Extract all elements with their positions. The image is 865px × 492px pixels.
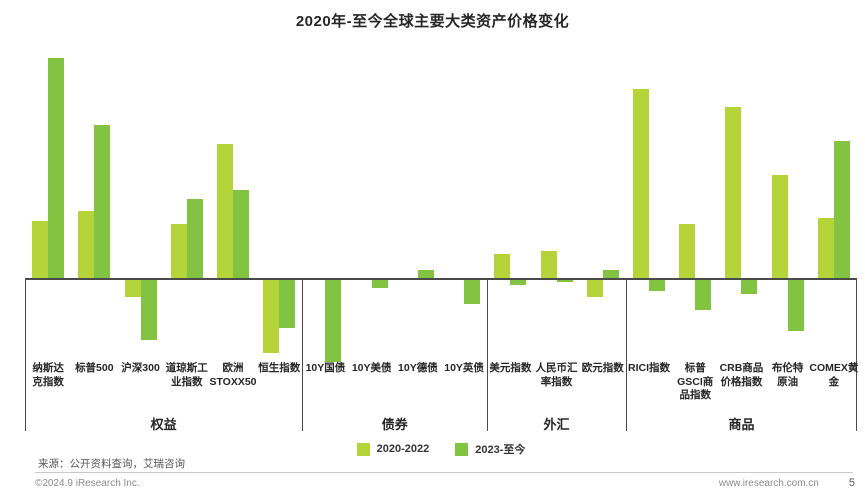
source-note: 来源：公开资料查询，艾瑞咨询 — [38, 458, 185, 470]
category-label-cny-index: 人民币汇 率指数 — [535, 362, 578, 388]
category-label-hang-seng: 恒生指数 — [258, 362, 301, 374]
bar-dow-jones-s1 — [186, 199, 203, 279]
category-crb: CRB商品 价格指数 — [718, 40, 764, 432]
category-brent: 布伦特 原油 — [765, 40, 811, 432]
chart-title: 2020年-至今全球主要大类资产价格变化 — [295, 13, 570, 30]
category-label-csi300: 沪深300 — [121, 362, 160, 374]
category-hang-seng: 恒生指数 — [256, 40, 302, 432]
legend-label-s0: 2020-2022 — [376, 443, 430, 455]
category-uk-10y: 10Y英债 — [441, 40, 487, 432]
bar-us-10y-s1 — [371, 279, 388, 288]
zero-axis-line — [25, 278, 857, 280]
category-stoxx50: 欧洲 STOXX50 — [209, 40, 257, 432]
legend-swatch-s0 — [356, 442, 370, 456]
category-label-eur-index: 欧元指数 — [581, 362, 624, 374]
section-equity: 纳斯达 克指数 标普500 沪深300 道琼斯工 业指数 欧洲 STOXX50 恒生指数权… — [25, 40, 302, 432]
chart-legend: 2020-2022 2023-至今 — [25, 441, 857, 457]
bar-brent-s1 — [787, 279, 804, 331]
bar-usd-index-s1 — [510, 279, 527, 285]
category-comex-gold: COMEX黄 金 — [809, 40, 858, 432]
category-gsci: 标普 GSCI商 品指数 — [672, 40, 718, 432]
section-label-equity: 权益 — [150, 417, 177, 432]
category-label-comex-gold: COMEX黄 金 — [809, 362, 859, 388]
category-sp500: 标普500 — [71, 40, 117, 432]
category-label-brent: 布伦特 原油 — [771, 362, 804, 388]
category-rici: RICI指数 — [626, 40, 672, 432]
section-divider — [302, 279, 304, 431]
category-usd-index: 美元指数 — [487, 40, 533, 432]
bar-nasdaq-s1 — [48, 58, 65, 279]
bar-brent-s0 — [771, 175, 788, 279]
bar-dow-jones-s0 — [170, 224, 187, 279]
bar-gsci-s1 — [695, 279, 712, 310]
bar-sp500-s1 — [94, 125, 111, 279]
section-label-commodities: 商品 — [728, 417, 755, 432]
bar-rici-s0 — [633, 89, 649, 279]
category-label-usd-index: 美元指数 — [489, 362, 532, 374]
bar-crb-s0 — [725, 107, 742, 279]
category-label-dow-jones: 道琼斯工 业指数 — [165, 362, 208, 388]
category-label-sp500: 标普500 — [75, 362, 114, 374]
bar-cny-index-s0 — [540, 251, 557, 279]
bar-rici-s1 — [649, 279, 665, 291]
section-label-fx: 外汇 — [543, 417, 570, 432]
bar-uk-10y-s1 — [464, 279, 481, 304]
category-label-nasdaq: 纳斯达 克指数 — [32, 362, 64, 388]
chart-right-border — [856, 279, 857, 431]
bar-comex-gold-s0 — [817, 218, 834, 279]
footer: ©2024.9 iResearch Inc. www.iresearch.com… — [35, 477, 855, 489]
bar-stoxx50-s1 — [232, 190, 249, 279]
category-nasdaq: 纳斯达 克指数 — [25, 40, 71, 432]
section-label-bonds: 债券 — [381, 417, 408, 432]
category-label-stoxx50: 欧洲 STOXX50 — [209, 362, 257, 388]
footer-divider — [35, 472, 853, 473]
legend-item-s0: 2020-2022 — [356, 442, 430, 456]
bar-stoxx50-s0 — [216, 144, 233, 279]
bar-sp500-s0 — [78, 211, 95, 279]
legend-item-s1: 2023-至今 — [455, 441, 525, 457]
category-cny-index: 人民币汇 率指数 — [533, 40, 579, 432]
website-link[interactable]: www.iresearch.com.cn — [718, 478, 819, 489]
section-bonds: 10Y国债 10Y美债 10Y德债 10Y英债债券 — [302, 40, 487, 432]
category-label-crb: CRB商品 价格指数 — [719, 362, 764, 388]
copyright-text: ©2024.9 iResearch Inc. — [35, 478, 140, 489]
bar-hang-seng-s1 — [279, 279, 296, 328]
bar-eur-index-s1 — [602, 270, 619, 279]
category-label-de-10y: 10Y德债 — [398, 362, 438, 374]
bar-crb-s1 — [741, 279, 758, 294]
section-divider — [25, 279, 26, 431]
category-label-gsci: 标普 GSCI商 品指数 — [677, 362, 714, 402]
section-divider — [625, 279, 627, 431]
category-label-cn-10y: 10Y国债 — [305, 362, 346, 374]
category-de-10y: 10Y德债 — [395, 40, 441, 432]
category-dow-jones: 道琼斯工 业指数 — [164, 40, 210, 432]
category-us-10y: 10Y美债 — [349, 40, 395, 432]
bar-nasdaq-s0 — [32, 221, 49, 279]
bar-cny-index-s1 — [556, 279, 573, 282]
bar-cn-10y-s1 — [325, 279, 342, 362]
bar-gsci-s0 — [679, 224, 696, 279]
bar-usd-index-s0 — [494, 254, 511, 279]
section-divider — [487, 279, 489, 431]
bar-comex-gold-s1 — [833, 141, 850, 279]
category-cn-10y: 10Y国债 — [302, 40, 348, 432]
bar-hang-seng-s0 — [263, 279, 280, 353]
bar-csi300-s1 — [140, 279, 157, 340]
legend-label-s1: 2023-至今 — [475, 444, 526, 456]
category-label-rici: RICI指数 — [628, 362, 670, 374]
legend-swatch-s1 — [455, 442, 469, 456]
category-csi300: 沪深300 — [117, 40, 163, 432]
section-commodities: RICI指数 标普 GSCI商 品指数 CRB商品 价格指数 布伦特 原油 COMEX黄… — [625, 40, 858, 432]
bar-csi300-s0 — [124, 279, 141, 297]
asset-price-bar-chart: 纳斯达 克指数 标普500 沪深300 道琼斯工 业指数 欧洲 STOXX50 恒生指数权… — [25, 40, 858, 432]
category-label-us-10y: 10Y美债 — [351, 362, 392, 374]
bar-eur-index-s0 — [586, 279, 603, 297]
category-label-uk-10y: 10Y英债 — [444, 362, 484, 374]
category-eur-index: 欧元指数 — [580, 40, 626, 432]
page-number: 5 — [848, 477, 855, 489]
bar-de-10y-s1 — [417, 270, 434, 279]
section-fx: 美元指数 人民币汇 率指数 欧元指数外汇 — [487, 40, 626, 432]
